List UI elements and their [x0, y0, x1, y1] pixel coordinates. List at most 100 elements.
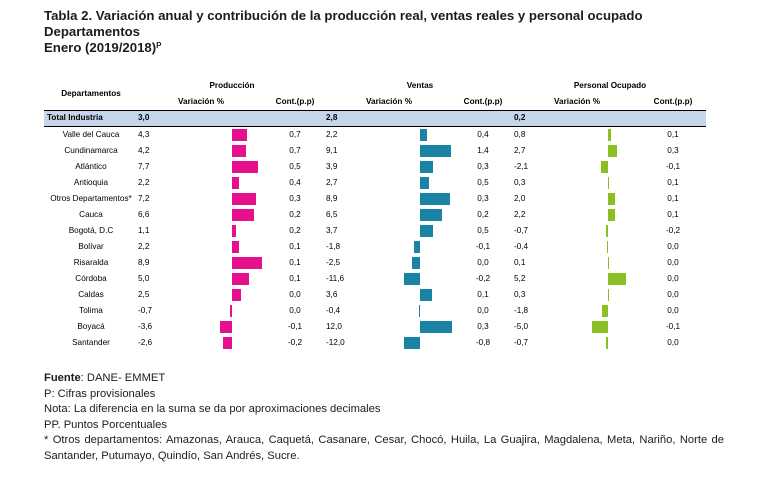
- ventas-bar: [420, 177, 430, 189]
- personal-cont: 0,0: [667, 305, 679, 315]
- dep-name: Cundinamarca: [64, 145, 118, 155]
- dep-name: Bogotá, D.C: [68, 225, 114, 235]
- personal-cont: 0,3: [667, 145, 679, 155]
- personal-bar: [592, 321, 608, 333]
- ventas-cont: 0,3: [477, 193, 489, 203]
- ventas-cont: 0,0: [477, 305, 489, 315]
- personal-bar: [608, 177, 610, 189]
- table-row: Caldas 2,5 0,0 3,6 0,1 0,3 0,0: [44, 287, 706, 303]
- personal-bar: [600, 161, 608, 173]
- group-header-personal: Personal Ocupado: [573, 80, 647, 90]
- prod-bar: [232, 161, 259, 173]
- personal-var: 5,2: [514, 273, 526, 283]
- personal-var: 0,8: [514, 129, 526, 139]
- ventas-bar: [420, 145, 451, 157]
- personal-bar: [605, 225, 608, 237]
- ventas-cont: 0,5: [477, 225, 489, 235]
- footnote-provisional: P: Cifras provisionales: [44, 387, 156, 400]
- prod-bar: [223, 337, 232, 349]
- ventas-bar: [420, 129, 428, 141]
- ventas-bar: [420, 321, 452, 333]
- prod-cont: -0,1: [287, 321, 303, 331]
- dep-name: Córdoba: [75, 273, 107, 283]
- ventas-cont: -0,2: [475, 273, 491, 283]
- personal-var: -0,7: [514, 337, 529, 347]
- personal-cont: -0,1: [665, 321, 681, 331]
- personal-var: 0,1: [514, 257, 526, 267]
- ventas-cont: 1,4: [477, 145, 489, 155]
- personal-bar: [605, 337, 608, 349]
- prod-cont: 0,3: [289, 193, 301, 203]
- ventas-bar: [418, 305, 420, 317]
- personal-var: -0,7: [514, 225, 529, 235]
- table-row: Boyacá -3,6 -0,1 12,0 0,3 -5,0 -0,1: [44, 319, 706, 335]
- personal-cont: 0,0: [667, 241, 679, 251]
- prod-cont: 0,5: [289, 161, 301, 171]
- prod-bar: [232, 241, 240, 253]
- dep-name: Otros Departamentos*: [50, 193, 132, 203]
- prod-cont: 0,7: [289, 129, 301, 139]
- title-line-3: Enero (2019/2018)P: [44, 40, 162, 55]
- table-row: Valle del Cauca 4,3 0,7 2,2 0,4 0,8 0,1: [44, 127, 706, 144]
- prod-var: -2,6: [138, 337, 153, 347]
- group-header-produccion: Producción: [209, 80, 255, 90]
- prod-cont-header: Cont.(p.p): [275, 96, 315, 106]
- prod-cont: 0,1: [289, 273, 301, 283]
- prod-cont: 0,7: [289, 145, 301, 155]
- dep-name: Santander: [72, 337, 110, 347]
- table-row: Santander -2,6 -0,2 -12,0 -0,8 -0,7 0,0: [44, 335, 706, 351]
- table-row: Atlántico 7,7 0,5 3,9 0,3 -2,1 -0,1: [44, 159, 706, 175]
- personal-bar: [608, 273, 626, 285]
- ventas-var: -0,4: [326, 305, 341, 315]
- ventas-cont: 0,3: [477, 161, 489, 171]
- personal-cont: -0,1: [665, 161, 681, 171]
- dep-name: Bolívar: [78, 241, 104, 251]
- table-row: Antioquia 2,2 0,4 2,7 0,5 0,3 0,1: [44, 175, 706, 191]
- dep-name: Valle del Cauca: [62, 129, 120, 139]
- total-row: Total Industria 3,0 2,8 0,2: [44, 110, 706, 127]
- ventas-bar: [420, 209, 443, 221]
- prod-var-header: Variación %: [178, 96, 224, 106]
- table-row: Otros Departamentos* 7,2 0,3 8,9 0,3 2,0 0,1: [44, 191, 706, 207]
- ventas-var: 12,0: [326, 321, 342, 331]
- personal-var: -2,1: [514, 161, 529, 171]
- prod-bar: [232, 129, 247, 141]
- ventas-bar: [404, 273, 420, 285]
- prod-var: 1,1: [138, 225, 150, 235]
- personal-cont: 0,0: [667, 257, 679, 267]
- table-title: Tabla 2. Variación anual y contribución …: [44, 8, 744, 56]
- personal-var: 2,0: [514, 193, 526, 203]
- prod-bar: [232, 209, 255, 221]
- table-row: Bolívar 2,2 0,1 -1,8 -0,1 -0,4 0,0: [44, 239, 706, 255]
- prod-bar: [232, 273, 249, 285]
- footnotes: Fuente: DANE- EMMET P: Cifras provisiona…: [44, 371, 724, 464]
- prod-bar: [232, 289, 241, 301]
- personal-cont: 0,1: [667, 177, 679, 187]
- ventas-var: 3,6: [326, 289, 338, 299]
- title-line-1: Tabla 2. Variación anual y contribución …: [44, 8, 643, 23]
- ventas-var: -2,5: [326, 257, 341, 267]
- ventas-cont: 0,4: [477, 129, 489, 139]
- personal-cont: 0,1: [667, 129, 679, 139]
- personal-var: 0,3: [514, 177, 526, 187]
- prod-cont: 0,2: [289, 209, 301, 219]
- dep-name: Tolima: [79, 305, 103, 315]
- ventas-cont: -0,1: [475, 241, 491, 251]
- prod-var: 4,2: [138, 145, 150, 155]
- ventas-cont-header: Cont.(p.p): [463, 96, 503, 106]
- total-ventas-var: 2,8: [326, 110, 404, 127]
- personal-bar: [601, 305, 608, 317]
- personal-cont: 0,0: [667, 337, 679, 347]
- table-row: Córdoba 5,0 0,1 -11,6 -0,2 5,2 0,0: [44, 271, 706, 287]
- personal-cont: 0,1: [667, 193, 679, 203]
- ventas-bar: [404, 337, 420, 349]
- personal-var: -1,8: [514, 305, 529, 315]
- total-personal-var: 0,2: [514, 110, 592, 127]
- personal-bar: [608, 193, 615, 205]
- table-row: Cundinamarca 4,2 0,7 9,1 1,4 2,7 0,3: [44, 143, 706, 159]
- table-row: Risaralda 8,9 0,1 -2,5 0,0 0,1 0,0: [44, 255, 706, 271]
- total-label: Total Industria: [44, 110, 138, 127]
- data-table: Departamentos Producción Ventas Personal…: [44, 78, 706, 351]
- ventas-cont: 0,5: [477, 177, 489, 187]
- ventas-var: 9,1: [326, 145, 338, 155]
